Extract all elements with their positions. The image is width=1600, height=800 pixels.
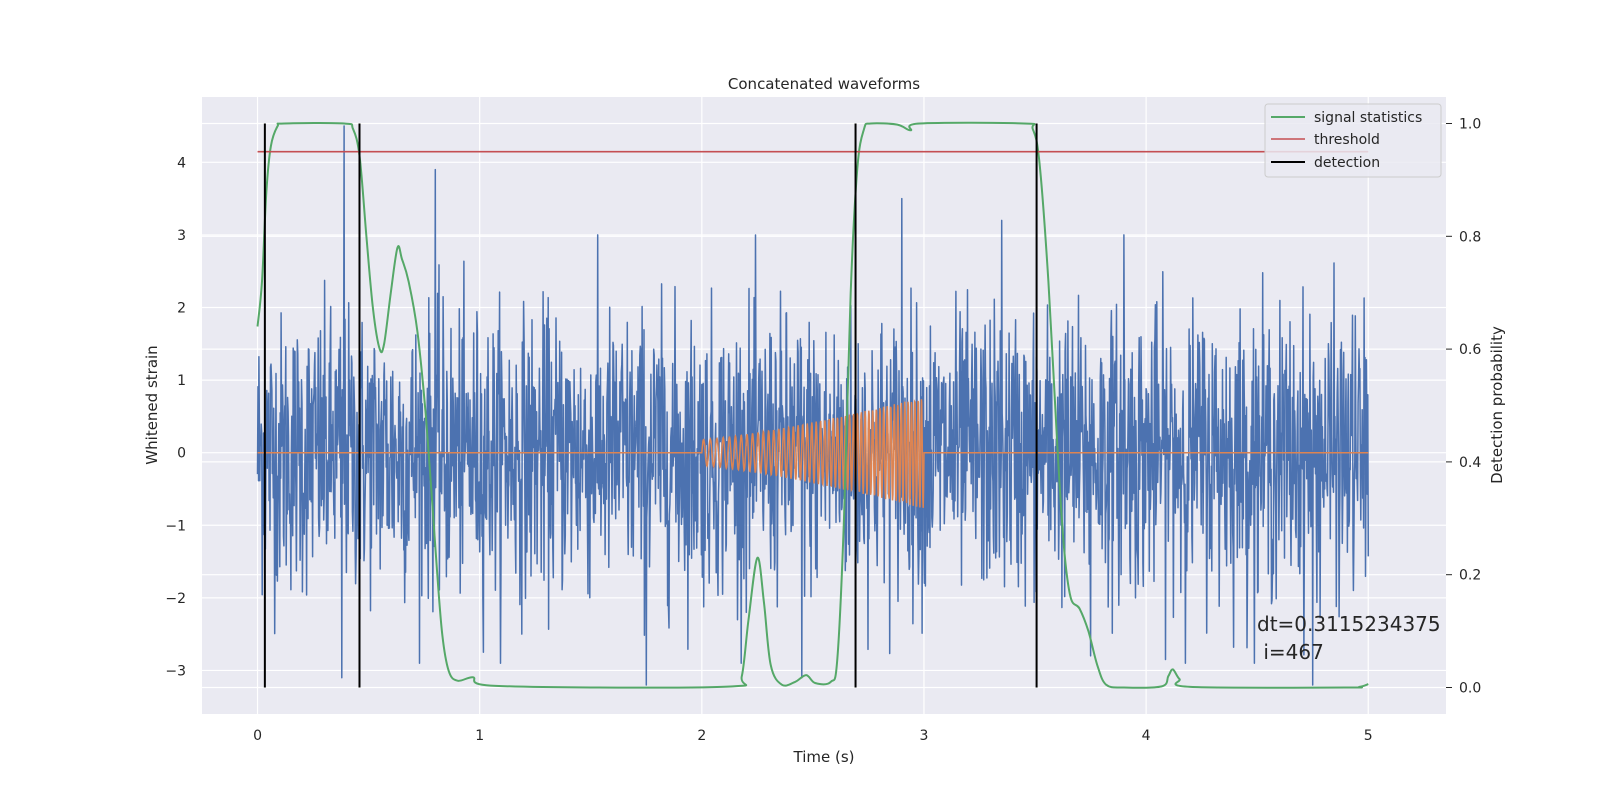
y2-axis-label: Detection probability: [1488, 326, 1506, 484]
legend-label-detection: detection: [1314, 155, 1380, 171]
x-tick-label: 3: [920, 728, 929, 744]
y-tick-label: 2: [177, 301, 186, 317]
annotation-index: i=467: [1257, 640, 1324, 664]
legend: signal statistics threshold detection: [1264, 103, 1442, 178]
tick-labels: 0 1 2 3 4 5 −3 −2 −1 0 1 2 3 4 0.0 0.2 0.4 0.6 0.8 1.0: [165, 117, 1481, 744]
x-tick-label: 1: [475, 728, 484, 744]
whitened-strain-line: [256, 125, 1370, 686]
y2-tick-label: 0.2: [1459, 568, 1481, 584]
y2-tick-label: 0.6: [1459, 342, 1481, 358]
y-tick-label: 1: [177, 373, 186, 389]
signal-statistics-line: [256, 121, 1369, 689]
legend-box: [1264, 103, 1442, 178]
series-layer: [256, 121, 1370, 689]
legend-label-threshold: threshold: [1314, 132, 1380, 148]
x-tick-label: 5: [1364, 728, 1373, 744]
y2-tick-label: 0.0: [1459, 680, 1481, 696]
y-axis-label: Whitened strain: [143, 345, 161, 464]
y2-tick-label: 1.0: [1459, 117, 1481, 133]
x-tick-label: 4: [1142, 728, 1151, 744]
legend-label-signal-statistics: signal statistics: [1314, 110, 1422, 126]
y2-tick-label: 0.8: [1459, 229, 1481, 245]
x-tick-label: 0: [253, 728, 262, 744]
chart-title: Concatenated waveforms: [728, 75, 920, 93]
y-tick-label: 4: [177, 155, 186, 171]
y-tick-label: −1: [165, 518, 186, 534]
y-tick-label: −3: [165, 663, 186, 679]
x-tick-label: 2: [697, 728, 706, 744]
y-tick-label: 3: [177, 228, 186, 244]
y2-tick-label: 0.4: [1459, 455, 1481, 471]
injected-chirp-line: [257, 399, 1369, 508]
x-axis-label: Time (s): [793, 748, 855, 766]
y-tick-label: 0: [177, 446, 186, 462]
y-tick-label: −2: [165, 591, 186, 607]
annotation-dt: dt=0.3115234375: [1257, 612, 1441, 636]
